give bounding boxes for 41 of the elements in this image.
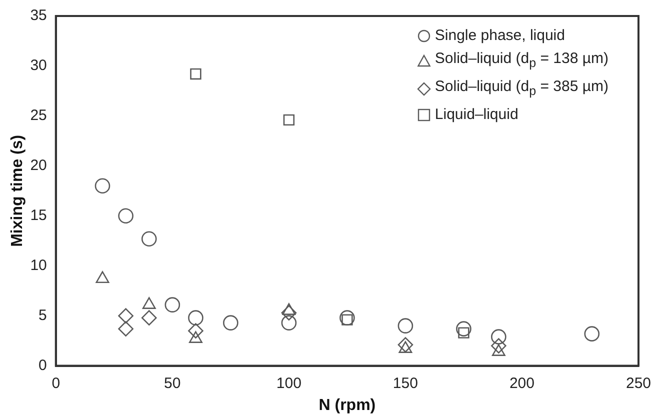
- point: [398, 318, 414, 334]
- x-tick-label: 200: [509, 374, 534, 392]
- x-tick-label: 250: [626, 374, 651, 392]
- x-tick-label: 100: [276, 374, 302, 392]
- legend-label: Solid–liquid (d$_{p}$ = 385 µm): [434, 77, 608, 100]
- y-tick-label: 0: [38, 356, 47, 374]
- point: [118, 308, 134, 324]
- point: [94, 178, 110, 194]
- y-tick-label: 35: [30, 7, 47, 24]
- y-tick-label: 15: [30, 207, 47, 224]
- y-tick-label: 25: [30, 107, 47, 124]
- point: [456, 321, 472, 336]
- legend-label: Liquid–liquid: [434, 105, 518, 125]
- legend-label: Solid–liquid (d$_{p}$ = 138 µm): [434, 49, 608, 72]
- point: [188, 323, 204, 338]
- point: [190, 68, 202, 80]
- point: [164, 297, 180, 312]
- point: [398, 337, 414, 352]
- y-tick-label: 10: [30, 257, 47, 274]
- point: [141, 231, 157, 247]
- y-tick-label: 30: [30, 57, 47, 74]
- point: [118, 208, 134, 224]
- x-tick-label: 150: [392, 374, 418, 392]
- point: [223, 315, 238, 330]
- point: [281, 315, 297, 330]
- x-tick-label: 50: [164, 374, 181, 392]
- point: [281, 305, 297, 320]
- y-tick-label: 20: [30, 157, 47, 174]
- x-axis-title: N (rpm): [318, 396, 376, 414]
- point: [491, 338, 506, 354]
- point: [340, 310, 355, 326]
- point: [141, 310, 157, 326]
- y-axis-title: Mixing time (s): [9, 134, 26, 247]
- point: [491, 329, 506, 344]
- x-tick-label: 0: [52, 374, 60, 392]
- y-tick-label: 5: [38, 306, 47, 324]
- point: [118, 321, 134, 336]
- point: [584, 326, 600, 342]
- point: [283, 114, 295, 126]
- point: [188, 310, 204, 326]
- legend-label: Single phase, liquid: [434, 26, 565, 46]
